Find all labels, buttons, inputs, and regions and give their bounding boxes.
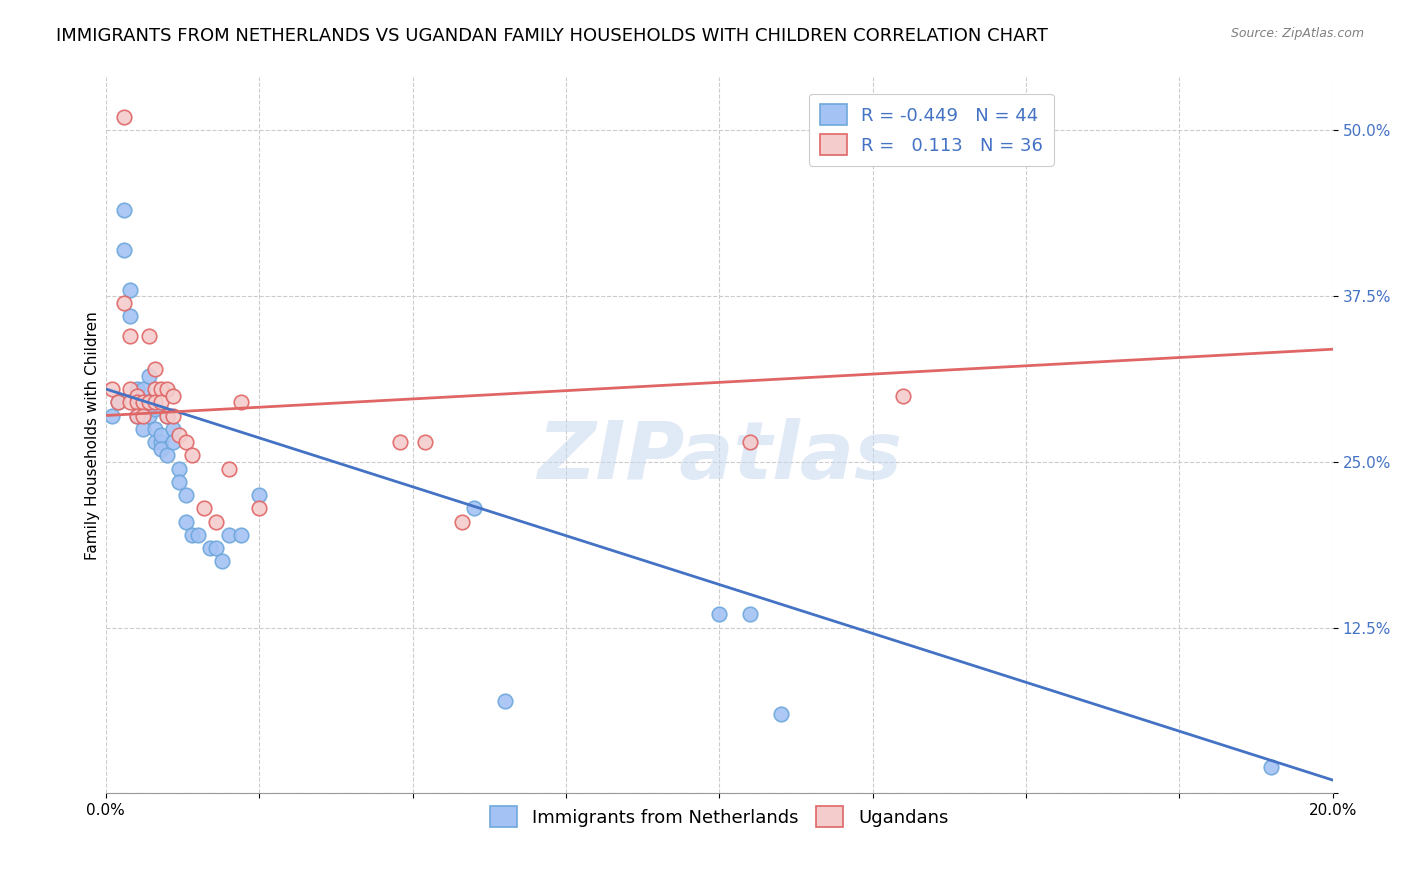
Point (769, 706, 792, 721)
Point (218, 528, 240, 542)
Point (107, 395, 129, 409)
Text: Source: ZipAtlas.com: Source: ZipAtlas.com (1230, 27, 1364, 40)
Point (156, 409, 179, 423)
Point (143, 422, 166, 436)
Point (143, 395, 166, 409)
Point (143, 382, 166, 396)
Point (125, 409, 148, 423)
Point (413, 435, 436, 450)
Point (180, 528, 202, 542)
Point (193, 501, 215, 516)
Point (229, 395, 252, 409)
Point (138, 368, 160, 383)
Point (131, 409, 153, 423)
Text: ZIPatlas: ZIPatlas (537, 417, 901, 496)
Point (169, 475, 191, 489)
Point (131, 422, 153, 436)
Point (120, 283, 142, 297)
Point (107, 395, 129, 409)
Point (120, 382, 142, 396)
Point (112, 243, 135, 257)
Point (131, 409, 153, 423)
Point (218, 461, 240, 475)
Point (131, 382, 153, 396)
Point (463, 501, 485, 516)
Point (162, 435, 184, 450)
Point (112, 110, 135, 124)
Point (138, 395, 160, 409)
Point (131, 395, 153, 409)
Point (247, 488, 270, 502)
Point (120, 395, 142, 409)
Point (229, 528, 252, 542)
Point (198, 541, 221, 555)
Point (174, 435, 197, 450)
Point (131, 395, 153, 409)
Point (150, 435, 173, 450)
Point (138, 329, 160, 343)
Point (101, 409, 124, 423)
Point (893, 389, 915, 403)
Point (125, 389, 148, 403)
Point (125, 395, 148, 409)
Y-axis label: Family Households with Children: Family Households with Children (86, 311, 100, 560)
Point (150, 442, 173, 456)
Point (143, 401, 166, 416)
Point (120, 329, 142, 343)
Point (738, 435, 761, 450)
Point (156, 448, 179, 462)
Point (162, 409, 184, 423)
Legend: Immigrants from Netherlands, Ugandans: Immigrants from Netherlands, Ugandans (484, 799, 956, 834)
Point (125, 409, 148, 423)
Point (150, 395, 173, 409)
Point (162, 422, 184, 436)
Point (156, 382, 179, 396)
Point (205, 515, 228, 529)
Point (112, 202, 135, 217)
Point (1260, 760, 1282, 774)
Point (138, 409, 160, 423)
Point (125, 395, 148, 409)
Point (450, 515, 472, 529)
Point (180, 448, 202, 462)
Point (247, 501, 270, 516)
Point (125, 382, 148, 396)
Point (138, 395, 160, 409)
Point (211, 554, 233, 568)
Point (389, 435, 412, 450)
Point (174, 488, 197, 502)
Point (205, 541, 228, 555)
Point (162, 389, 184, 403)
Point (150, 382, 173, 396)
Point (101, 382, 124, 396)
Point (120, 309, 142, 323)
Point (187, 528, 209, 542)
Point (150, 428, 173, 442)
Point (143, 362, 166, 376)
Point (709, 607, 731, 622)
Point (169, 428, 191, 442)
Text: IMMIGRANTS FROM NETHERLANDS VS UGANDAN FAMILY HOUSEHOLDS WITH CHILDREN CORRELATI: IMMIGRANTS FROM NETHERLANDS VS UGANDAN F… (56, 27, 1047, 45)
Point (738, 607, 761, 622)
Point (169, 461, 191, 475)
Point (494, 693, 516, 707)
Point (174, 515, 197, 529)
Point (112, 295, 135, 310)
Point (143, 435, 166, 450)
Point (156, 409, 179, 423)
